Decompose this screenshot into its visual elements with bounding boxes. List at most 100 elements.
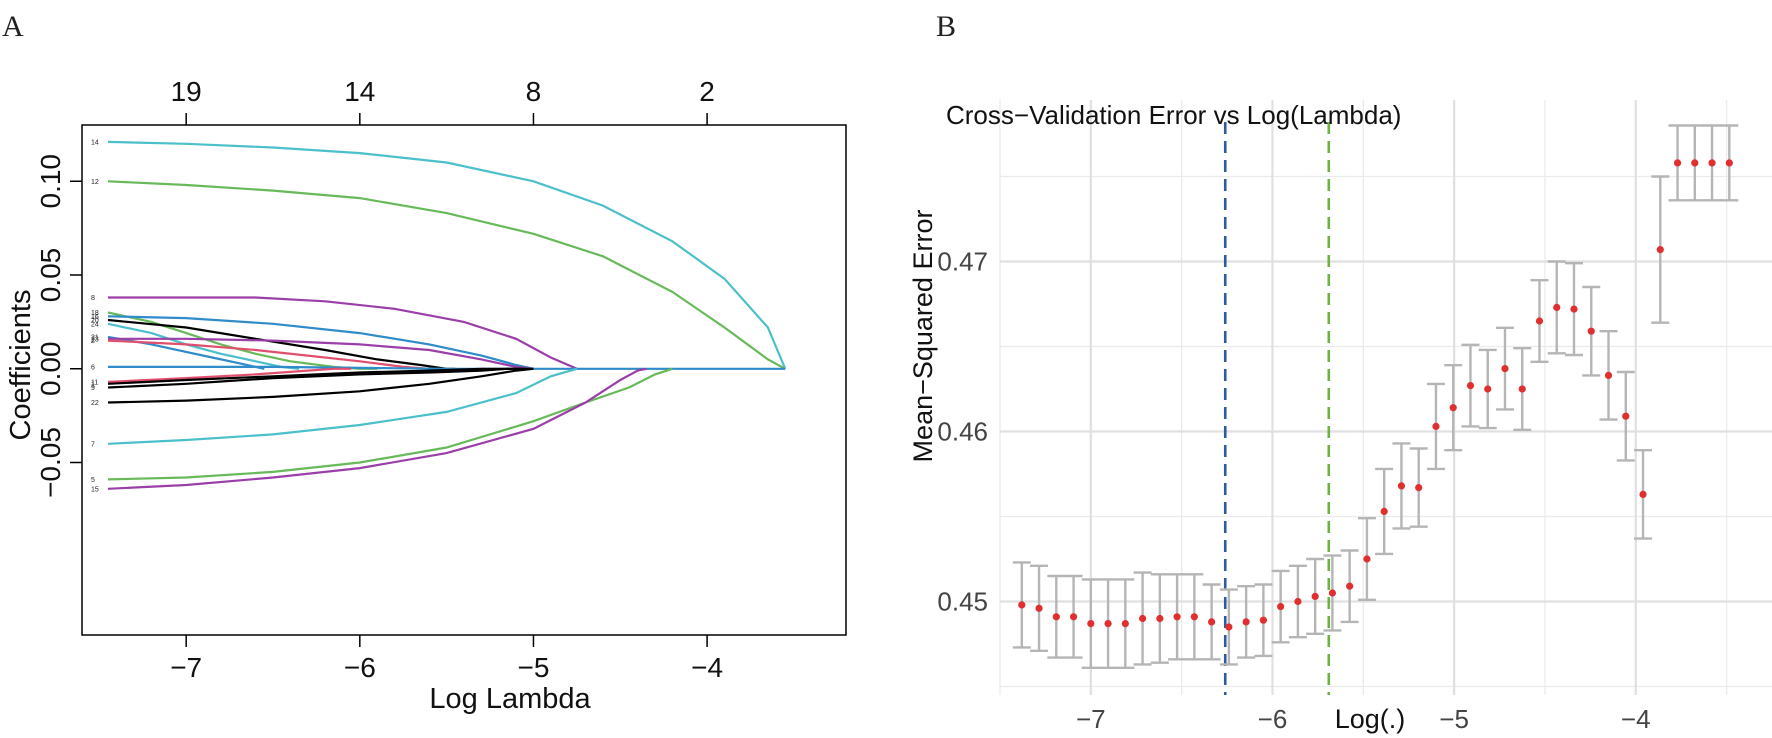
mse-point <box>1380 507 1388 515</box>
coef-label-8: 8 <box>91 295 95 302</box>
coef-label-1: 1 <box>91 381 95 388</box>
x-tick-label: −5 <box>1439 704 1469 734</box>
mse-point <box>1294 597 1302 606</box>
y-tick-label: 0.05 <box>35 248 66 303</box>
coef-label-7: 7 <box>91 441 95 448</box>
coef-line-22 <box>107 367 534 404</box>
y-axis-title: Coefficients <box>5 290 37 441</box>
y-tick-label: 0.10 <box>35 154 66 209</box>
x-tick-label: −7 <box>170 652 202 683</box>
mse-point <box>1173 613 1181 621</box>
mse-point <box>1553 303 1561 311</box>
y-tick-label: 0.46 <box>937 417 988 447</box>
mse-point <box>1449 404 1457 412</box>
mse-point <box>1259 616 1267 624</box>
mse-point <box>1604 371 1613 379</box>
mse-point <box>1691 159 1699 167</box>
x-axis-ticks: −7 −6 −5 −4 <box>1076 704 1651 734</box>
chart-title: Cross−Validation Error vs Log(Lambda) <box>946 100 1401 130</box>
coef-label-15: 15 <box>91 486 99 493</box>
grid-lines <box>999 100 1772 695</box>
coef-label-6: 6 <box>91 364 95 371</box>
mse-point <box>1415 484 1423 492</box>
mse-point <box>1087 620 1095 628</box>
coef-line-12 <box>107 180 786 370</box>
x-tick-label: −5 <box>517 652 549 683</box>
coefficient-paths <box>107 140 787 490</box>
mse-point <box>1121 620 1129 628</box>
mse-point <box>1656 246 1664 254</box>
coef-line-8 <box>108 296 578 370</box>
coef-line-9 <box>107 367 525 389</box>
x-axis-title: Log(.) <box>1335 704 1406 734</box>
mse-point <box>1535 317 1544 325</box>
coef-label-11: 11 <box>91 379 98 386</box>
coef-line-14 <box>107 140 787 370</box>
coef-label-18: 18 <box>91 310 99 317</box>
x-tick-label: −4 <box>691 652 723 683</box>
mse-point <box>1484 385 1492 393</box>
x-tick-label: −6 <box>344 652 376 683</box>
coef-label-20: 20 <box>91 318 99 325</box>
y-tick-label: −0.05 <box>35 427 66 498</box>
x-axis-ticks: −7 −6 −5 −4 <box>170 635 723 683</box>
error-bars <box>1012 124 1739 669</box>
x-tick-label: −6 <box>1258 704 1288 734</box>
top-axis-ticks: 19 14 8 2 <box>171 76 715 125</box>
coef-label-14: 14 <box>91 139 99 146</box>
mse-point <box>1328 589 1337 597</box>
y-axis-ticks: −0.05 0.00 0.05 0.10 <box>35 154 82 498</box>
mse-point <box>1708 159 1716 167</box>
coef-line-11 <box>107 367 352 383</box>
coef-label-2: 2 <box>91 338 95 345</box>
panel-b-label: B <box>936 10 956 43</box>
coef-line-5 <box>107 367 673 481</box>
mse-point <box>1501 365 1509 373</box>
mse-point <box>1069 613 1078 621</box>
mse-point <box>1346 582 1354 590</box>
mse-point <box>1190 613 1198 621</box>
lambda-lines <box>1223 122 1331 695</box>
coef-line-23 <box>108 337 534 370</box>
mse-point <box>1622 412 1630 420</box>
coef-line-16 <box>107 315 534 370</box>
y-axis-title: Mean−Squared Error <box>908 210 938 463</box>
mse-point <box>1587 327 1595 335</box>
coef-label-24: 24 <box>91 321 99 328</box>
mse-point <box>1052 613 1060 621</box>
mse-point <box>1277 603 1285 611</box>
y-tick-label: 0.47 <box>937 247 988 277</box>
y-axis-ticks: 0.45 0.46 0.47 <box>937 247 988 617</box>
coef-label-5: 5 <box>91 477 95 484</box>
y-tick-label: 0.00 <box>35 342 66 397</box>
coef-line-7 <box>107 367 578 445</box>
mse-points <box>1018 159 1733 631</box>
coef-label-16: 16 <box>91 314 99 321</box>
top-tick-label: 8 <box>526 76 542 107</box>
coef-label-23: 23 <box>91 336 99 343</box>
mse-point <box>1673 159 1682 167</box>
mse-point <box>1311 592 1319 601</box>
mse-point <box>1156 614 1164 623</box>
panel-b-cv-error: −7 −6 −5 −4 0.45 0.46 0.47 Cross−Validation E… <box>908 100 1772 734</box>
panel-a-label: A <box>2 10 24 43</box>
mse-point <box>1225 623 1233 631</box>
mse-point <box>1466 382 1475 390</box>
x-tick-label: −4 <box>1621 704 1651 734</box>
coef-line-2 <box>107 339 430 370</box>
mse-point <box>1518 385 1526 393</box>
mse-point <box>1363 555 1371 563</box>
coef-label-9: 9 <box>91 385 95 392</box>
x-axis-title: Log Lambda <box>429 683 591 715</box>
x-tick-label: −7 <box>1076 704 1106 734</box>
y-tick-label: 0.45 <box>937 587 988 617</box>
mse-point <box>1639 490 1647 498</box>
coef-label-21: 21 <box>91 334 99 341</box>
mse-point <box>1432 422 1440 430</box>
mse-point <box>1397 482 1406 490</box>
mse-point <box>1035 604 1043 612</box>
top-tick-label: 14 <box>344 76 375 107</box>
